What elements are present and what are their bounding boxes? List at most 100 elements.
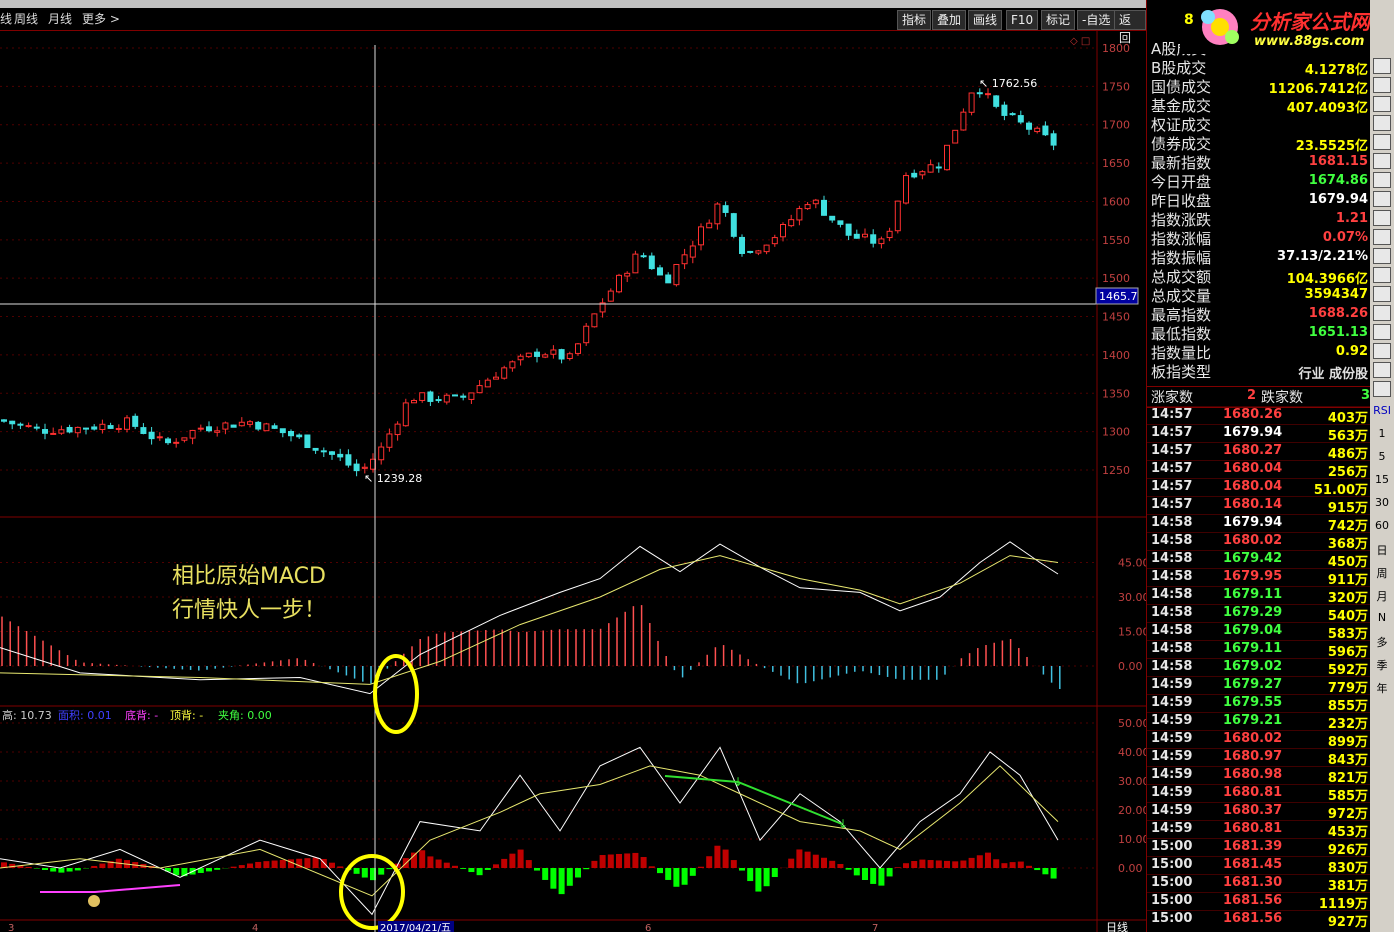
toolbar-tool-icon[interactable]: [1373, 58, 1391, 74]
tick-row[interactable]: 14:58 1679.02 592万: [1147, 658, 1371, 678]
f10-button[interactable]: F10: [1006, 10, 1039, 30]
back-button[interactable]: 返回: [1114, 10, 1146, 45]
osc-bar: [640, 857, 647, 868]
tick-row[interactable]: 14:57 1680.04 51.00万: [1147, 478, 1371, 498]
tick-row[interactable]: 14:57 1680.14 915万: [1147, 496, 1371, 516]
toolbar-tool-icon[interactable]: [1373, 77, 1391, 93]
period-tool-button[interactable]: 月: [1376, 590, 1388, 603]
tick-row[interactable]: 14:59 1680.37 972万: [1147, 802, 1371, 822]
tick-row[interactable]: 15:00 1681.30 381万: [1147, 874, 1371, 894]
tick-time: 14:57: [1151, 497, 1193, 512]
draw-line-button[interactable]: 画线: [968, 10, 1003, 30]
stat-value: 1674.86: [1308, 173, 1368, 188]
indicator-button[interactable]: 指标: [897, 10, 932, 30]
tab-monthly[interactable]: 月线: [48, 12, 73, 26]
tick-row[interactable]: 14:57 1680.04 256万: [1147, 460, 1371, 480]
toolbar-tool-icon[interactable]: [1373, 229, 1391, 245]
period-tool-button[interactable]: 多: [1376, 636, 1388, 649]
tick-row[interactable]: 14:58 1679.29 540万: [1147, 604, 1371, 624]
overlay-button[interactable]: 叠加: [932, 10, 967, 30]
toolbar-tool-icon[interactable]: [1373, 248, 1391, 264]
tick-volume: 583万: [1327, 627, 1368, 642]
tick-row[interactable]: 14:57 1680.27 486万: [1147, 442, 1371, 462]
tick-row[interactable]: 14:57 1679.94 563万: [1147, 424, 1371, 444]
tick-row[interactable]: 14:58 1679.42 450万: [1147, 550, 1371, 570]
candle-body: [862, 233, 868, 238]
candle-body: [1001, 104, 1008, 116]
period-tool-button[interactable]: 15: [1375, 473, 1389, 486]
tick-row[interactable]: 14:59 1679.55 855万: [1147, 694, 1371, 714]
tick-row[interactable]: 15:00 1681.56 927万: [1147, 910, 1371, 930]
candle-body: [124, 417, 130, 430]
tab-weekly[interactable]: 周线: [14, 12, 39, 26]
toolbar-tool-icon[interactable]: [1373, 305, 1391, 321]
tick-row[interactable]: 15:00 1681.45 830万: [1147, 856, 1371, 876]
tick-row[interactable]: 14:58 1679.94 742万: [1147, 514, 1371, 534]
candle-body: [763, 244, 770, 253]
tick-price: 1680.14: [1223, 497, 1283, 512]
osc-bar: [566, 868, 573, 886]
toolbar-tool-icon[interactable]: [1373, 115, 1391, 131]
period-tool-button[interactable]: N: [1377, 611, 1387, 624]
period-tool-button[interactable]: 季: [1376, 659, 1388, 672]
period-tool-button[interactable]: 1: [1378, 427, 1386, 440]
tick-row[interactable]: 14:59 1679.21 232万: [1147, 712, 1371, 732]
candle-body: [148, 431, 155, 440]
stat-value: 407.4093亿: [1286, 101, 1368, 116]
kline-chart-area[interactable]: 1800 1750 1700 1650 1600 1550 1500 1450 1400 1350…: [0, 30, 1146, 932]
period-tool-button[interactable]: 5: [1378, 450, 1386, 463]
toolbar-tool-icon[interactable]: [1373, 362, 1391, 378]
tick-row[interactable]: 14:59 1680.02 899万: [1147, 730, 1371, 750]
tab-more[interactable]: 更多 >: [82, 12, 120, 26]
toolbar-tool-icon[interactable]: [1373, 267, 1391, 283]
candle-body: [771, 237, 778, 245]
tick-row[interactable]: 14:58 1680.02 368万: [1147, 532, 1371, 552]
tick-row[interactable]: 14:57 1680.26 403万: [1147, 406, 1371, 426]
tick-price: 1679.04: [1223, 623, 1283, 638]
toolbar-tool-icon[interactable]: [1373, 153, 1391, 169]
period-tool-button[interactable]: 日: [1376, 544, 1388, 557]
candle-body: [460, 395, 467, 398]
mark-button[interactable]: 标记: [1041, 10, 1076, 30]
candle-body: [452, 394, 458, 397]
tick-row[interactable]: 15:00 1681.56 1119万: [1147, 892, 1371, 912]
toolbar-tool-icon[interactable]: [1373, 286, 1391, 302]
period-tool-button[interactable]: 周: [1376, 567, 1388, 580]
period-tool-button[interactable]: 年: [1376, 682, 1388, 695]
toolbar-tool-icon[interactable]: [1373, 134, 1391, 150]
tab-line[interactable]: 线: [0, 12, 13, 26]
tick-row[interactable]: 15:00 1681.39 926万: [1147, 838, 1371, 858]
tick-row[interactable]: 14:59 1679.27 779万: [1147, 676, 1371, 696]
remove-watchlist-button[interactable]: -自选: [1077, 10, 1116, 30]
tick-row[interactable]: 14:59 1680.97 843万: [1147, 748, 1371, 768]
tick-row[interactable]: 14:58 1679.04 583万: [1147, 622, 1371, 642]
toolbar-tool-icon[interactable]: [1373, 210, 1391, 226]
tick-volume: 450万: [1327, 555, 1368, 570]
side-toolbar: RSI 1 5 15 30 60 日周月 N 多季年: [1370, 0, 1394, 932]
tick-row[interactable]: 14:59 1680.81 585万: [1147, 784, 1371, 804]
candle-body: [230, 424, 237, 428]
tick-price: 1679.02: [1223, 659, 1283, 674]
period-tool-button[interactable]: RSI: [1373, 404, 1391, 417]
toolbar-tool-icon[interactable]: [1373, 324, 1391, 340]
tick-volume: 927万: [1327, 915, 1368, 930]
stat-label: 国债成交: [1151, 78, 1212, 96]
osc-bar: [361, 868, 368, 878]
toolbar-tool-icon[interactable]: [1373, 96, 1391, 112]
tick-row[interactable]: 14:58 1679.95 911万: [1147, 568, 1371, 588]
tick-row[interactable]: 14:58 1679.11 596万: [1147, 640, 1371, 660]
window-control-icons[interactable]: ◇ □: [1070, 36, 1090, 47]
toolbar-tool-icon[interactable]: [1373, 343, 1391, 359]
osc-bar: [886, 868, 893, 877]
tick-row[interactable]: 14:59 1680.98 821万: [1147, 766, 1371, 786]
toolbar-tool-icon[interactable]: [1373, 172, 1391, 188]
toolbar-tool-icon[interactable]: [1373, 381, 1391, 397]
osc-bar: [173, 868, 180, 876]
up-count-value: 2: [1247, 388, 1257, 403]
tick-row[interactable]: 14:59 1680.81 453万: [1147, 820, 1371, 840]
period-tool-button[interactable]: 60: [1375, 519, 1389, 532]
tick-row[interactable]: 14:58 1679.11 320万: [1147, 586, 1371, 606]
period-tool-button[interactable]: 30: [1375, 496, 1389, 509]
toolbar-tool-icon[interactable]: [1373, 191, 1391, 207]
tick-price: 1679.42: [1223, 551, 1283, 566]
